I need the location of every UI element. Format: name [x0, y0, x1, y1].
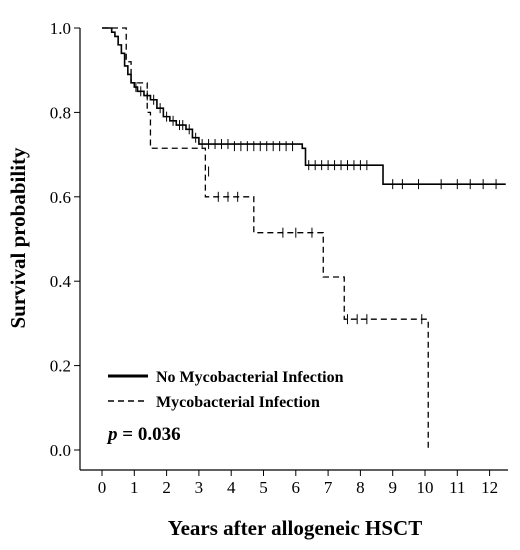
x-tick-label: 11 — [449, 478, 465, 497]
x-tick-label: 5 — [259, 478, 268, 497]
legend-label-infection: Mycobacterial Infection — [156, 394, 320, 411]
y-tick-label: 0.2 — [50, 357, 71, 376]
legend: No Mycobacterial Infection Mycobacterial… — [108, 369, 344, 411]
y-tick-label: 0.0 — [50, 441, 71, 460]
y-tick-label: 0.4 — [50, 272, 72, 291]
ticks: 0 1 2 3 4 5 6 7 8 9 10 11 120.00.20.40.60.81.0 — [50, 19, 498, 497]
y-axis-title: Survival probability — [6, 147, 30, 329]
x-tick-label: 3 — [195, 478, 204, 497]
y-tick-label: 1.0 — [50, 19, 71, 38]
axes — [79, 28, 508, 471]
x-axis-title: Years after allogeneic HSCT — [168, 516, 422, 540]
y-tick-label: 0.6 — [50, 188, 71, 207]
x-tick-label: 8 — [356, 478, 365, 497]
x-tick-label: 4 — [227, 478, 236, 497]
x-tick-label: 2 — [162, 478, 171, 497]
x-tick-label: 10 — [417, 478, 434, 497]
legend-label-no-infection: No Mycobacterial Infection — [156, 369, 344, 386]
x-tick-label: 9 — [388, 478, 397, 497]
series-line-no-infection — [102, 27, 506, 185]
x-tick-label: 12 — [481, 478, 498, 497]
series-line-infection — [102, 27, 429, 450]
y-tick-label: 0.8 — [50, 103, 71, 122]
p-value-prefix: p — [106, 424, 118, 445]
x-tick-label: 7 — [324, 478, 333, 497]
x-tick-label: 1 — [130, 478, 139, 497]
p-value-text: = 0.036 — [118, 424, 181, 445]
plot-area — [102, 27, 506, 450]
x-tick-label: 6 — [292, 478, 301, 497]
x-tick-label: 0 — [98, 478, 107, 497]
p-value-annotation: p = 0.036 — [106, 424, 181, 445]
